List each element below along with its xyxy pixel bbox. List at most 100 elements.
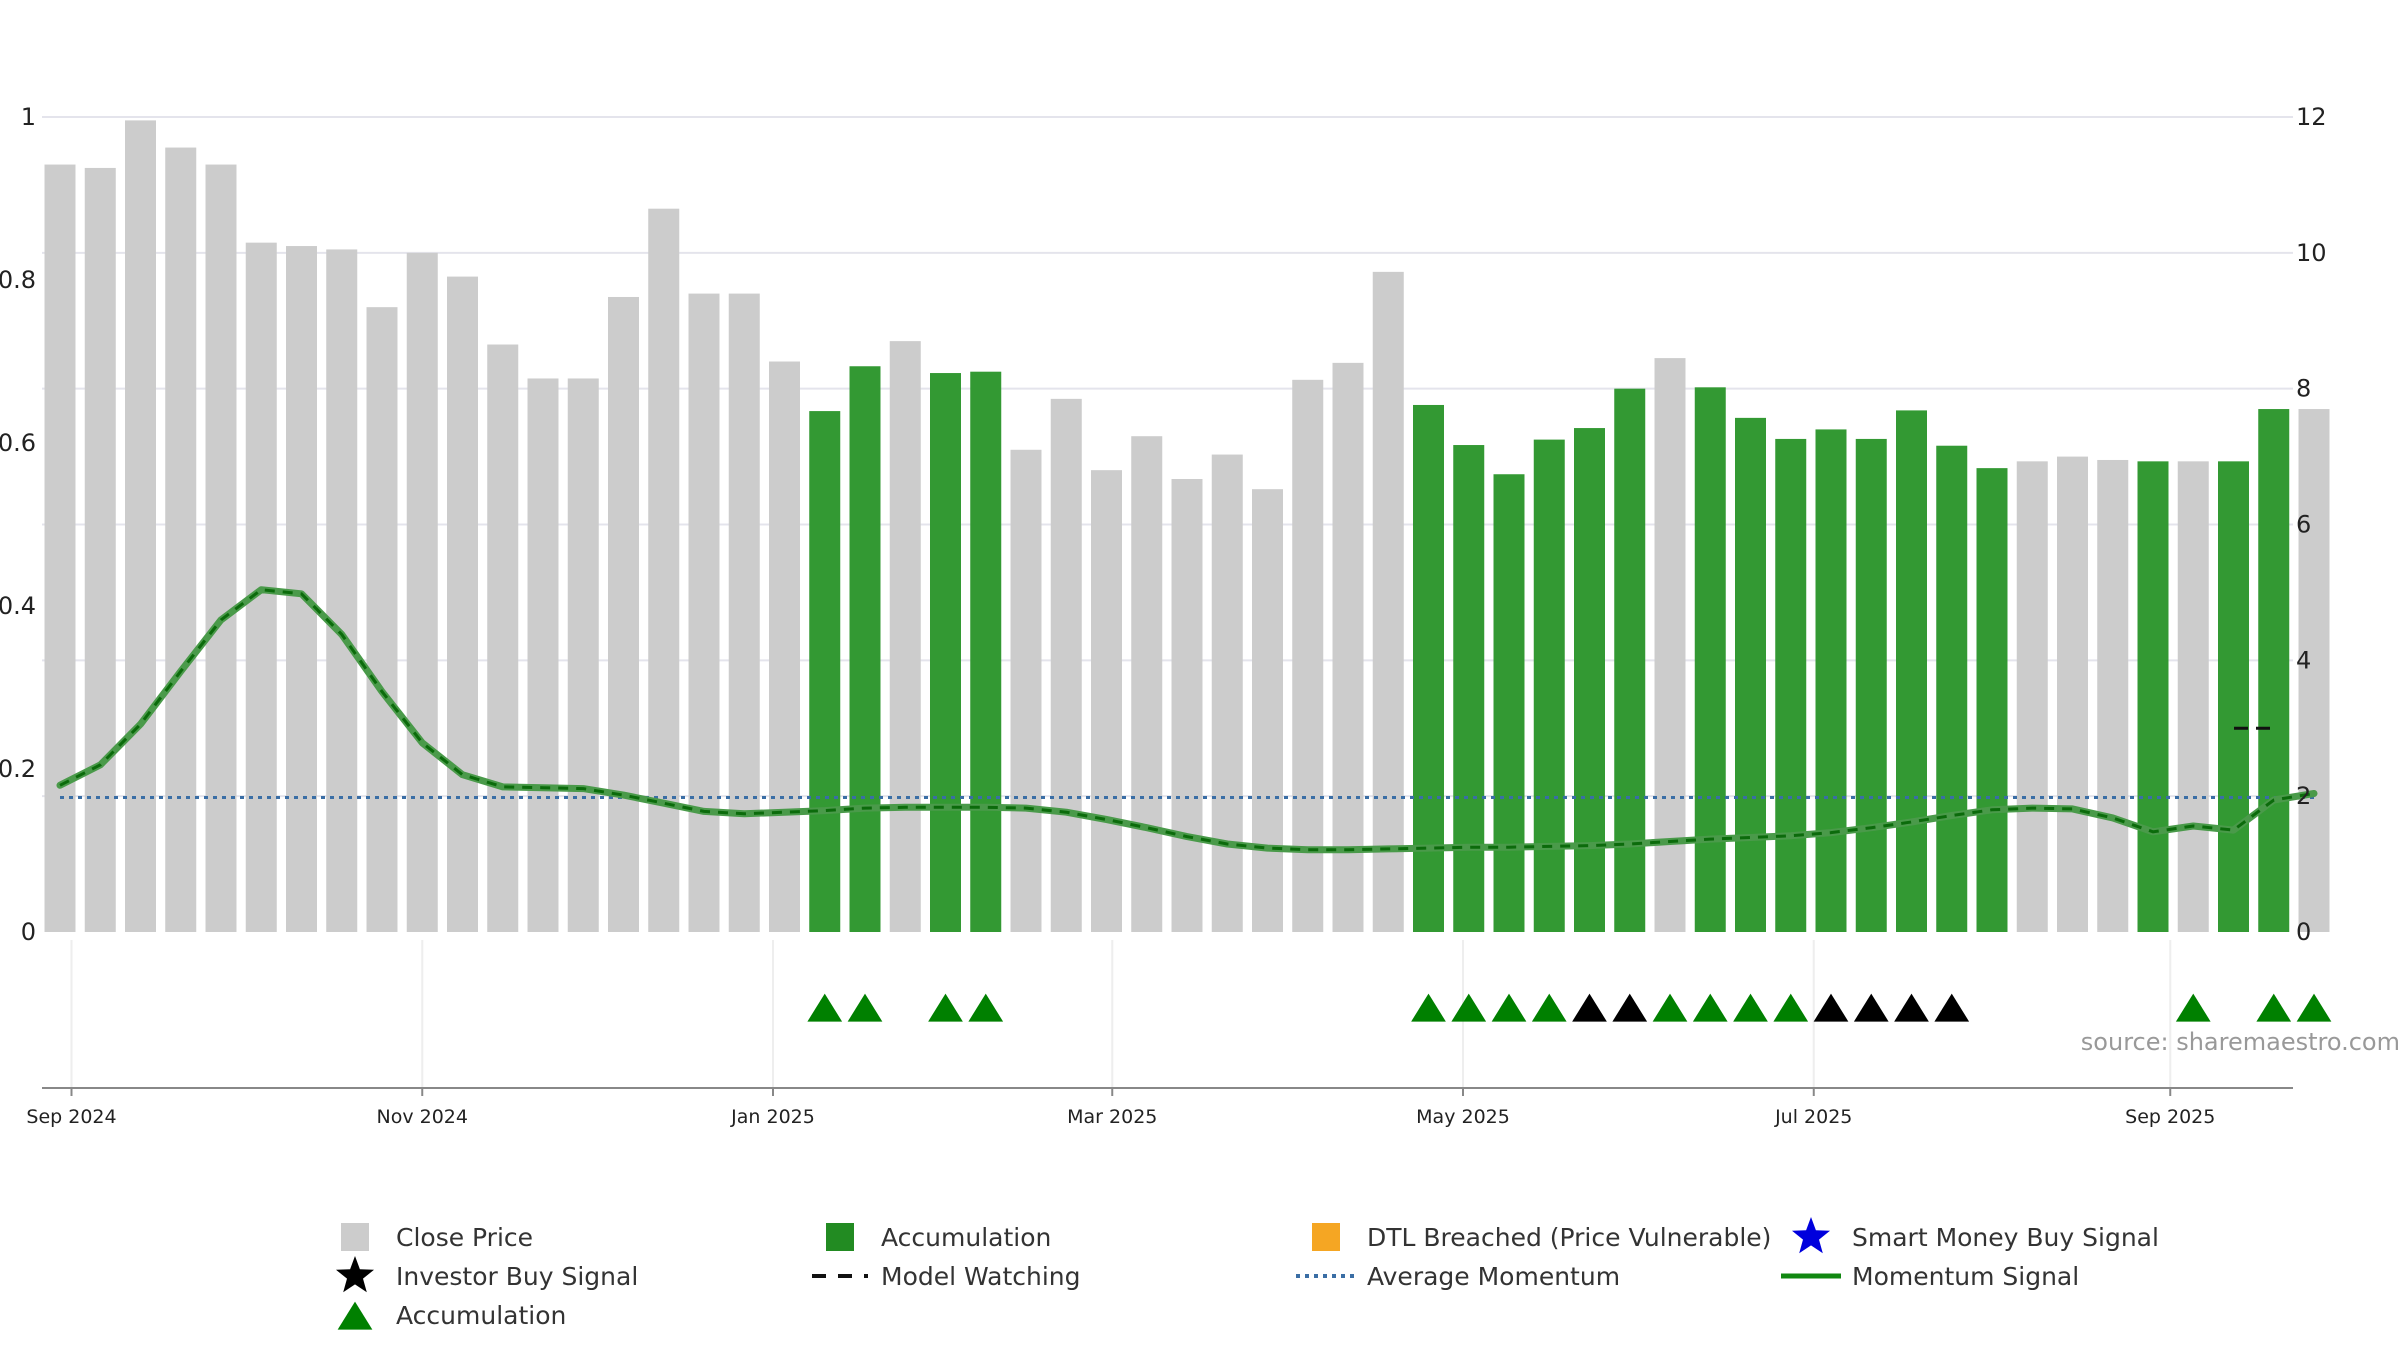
orange-square-icon <box>1312 1223 1340 1251</box>
close-price-bar <box>889 341 921 932</box>
close-price-bar <box>769 361 800 932</box>
close-price-bar <box>326 249 358 932</box>
close-price-bar <box>1252 489 1283 932</box>
left-axis-tick-label: 0.6 <box>0 429 36 457</box>
black-star-icon <box>336 1256 374 1293</box>
accumulation-marker <box>1491 993 1527 1022</box>
right-axis-tick-label: 12 <box>2296 103 2327 131</box>
close-price-bar <box>2298 409 2330 933</box>
accumulation-bar <box>930 373 961 932</box>
close-price-bar <box>165 147 197 932</box>
right-axis-tick-label: 4 <box>2296 646 2311 674</box>
x-tick-label: Mar 2025 <box>1067 1106 1157 1128</box>
close-price-bar <box>286 246 317 932</box>
source-label: source: sharemaestro.com <box>2081 1028 2400 1056</box>
accumulation-bar <box>1976 468 2008 932</box>
left-axis-tick-label: 1 <box>21 103 36 131</box>
legend-item: Model Watching <box>812 1262 1081 1291</box>
green-square-icon <box>826 1223 854 1251</box>
close-price-bar <box>366 307 398 933</box>
close-price-bar <box>2016 461 2048 932</box>
x-tick-label: Jan 2025 <box>730 1106 815 1128</box>
accumulation-marker <box>1773 993 1809 1022</box>
legend: Close Price Accumulation DTL Breached (Pri… <box>336 1217 2159 1330</box>
legend-label: Investor Buy Signal <box>396 1262 638 1291</box>
close-price-bar <box>2097 459 2129 932</box>
investor-buy-marker <box>1572 993 1607 1022</box>
legend-label: Momentum Signal <box>1852 1262 2079 1291</box>
accumulation-bar <box>2218 461 2249 932</box>
close-price-bar <box>205 164 237 932</box>
close-price-bar <box>1292 379 1324 932</box>
accumulation-bar <box>1533 439 1565 932</box>
accumulation-marker <box>1531 993 1567 1022</box>
close-price-bar <box>1372 271 1404 933</box>
momentum-lines <box>56 586 2318 854</box>
close-price-bar <box>1171 478 1203 932</box>
accumulation-marker <box>1733 993 1768 1022</box>
left-axis-tick-label: 0.4 <box>0 592 36 620</box>
close-price-bar <box>2057 456 2088 932</box>
x-tick-label: May 2025 <box>1416 1106 1510 1128</box>
accumulation-marker <box>968 993 1004 1022</box>
investor-buy-marker <box>1813 993 1849 1022</box>
close-price-bar <box>1131 436 1163 932</box>
investor-buy-marker <box>1612 993 1648 1022</box>
accumulation-bar <box>1815 429 1847 932</box>
legend-item: Investor Buy Signal <box>336 1256 638 1293</box>
accumulation-marker <box>807 993 843 1022</box>
right-axis-tick-label: 6 <box>2296 511 2311 539</box>
accumulation-marker <box>928 993 963 1022</box>
left-axis-tick-label: 0.2 <box>0 755 36 783</box>
accumulation-bar <box>1855 438 1887 932</box>
legend-item: Smart Money Buy Signal <box>1792 1217 2159 1254</box>
accumulation-bar <box>849 366 881 933</box>
legend-item: Average Momentum <box>1296 1262 1620 1291</box>
x-tick-label: Sep 2025 <box>2125 1106 2215 1128</box>
x-tick-label: Jul 2025 <box>1774 1106 1852 1128</box>
accumulation-bar <box>2137 461 2169 932</box>
right-axis-tick-label: 8 <box>2296 375 2311 403</box>
accumulation-bar <box>1694 387 1726 932</box>
close-price-bar <box>728 293 760 932</box>
close-price-bar <box>1050 398 1082 933</box>
blue-star-icon <box>1792 1217 1830 1254</box>
legend-item: Momentum Signal <box>1781 1262 2079 1291</box>
close-price-bar <box>447 276 478 933</box>
accumulation-bar <box>1896 410 1927 932</box>
close-price-bar <box>2177 461 2209 932</box>
accumulation-bar <box>1453 445 1485 932</box>
accumulation-marker <box>1451 993 1487 1022</box>
close-price-bar <box>1091 470 1122 932</box>
legend-label: Close Price <box>396 1223 533 1252</box>
close-price-bar <box>1211 454 1243 932</box>
accumulation-bar <box>1614 388 1646 933</box>
left-axis-tick-label: 0 <box>21 918 36 946</box>
accumulation-bar <box>1493 474 1525 932</box>
accumulation-marker <box>2296 993 2332 1022</box>
legend-label: Accumulation <box>881 1223 1051 1252</box>
left-axis-tick-label: 0.8 <box>0 266 36 294</box>
close-price-bar <box>44 164 76 932</box>
legend-label: Smart Money Buy Signal <box>1852 1223 2159 1252</box>
right-axis-tick-label: 0 <box>2296 918 2311 946</box>
right-axis-tick-label: 2 <box>2296 782 2311 810</box>
legend-label: Model Watching <box>881 1262 1081 1291</box>
x-tick-label: Nov 2024 <box>377 1106 468 1128</box>
legend-item: Close Price <box>341 1223 533 1252</box>
investor-buy-marker <box>1934 993 1970 1022</box>
investor-buy-marker <box>1894 993 1929 1022</box>
legend-label: Accumulation <box>396 1301 566 1330</box>
close-price-bar <box>527 378 559 933</box>
investor-buy-marker <box>1853 993 1889 1022</box>
accumulation-bar <box>809 411 841 932</box>
close-price-bar <box>648 208 680 932</box>
green-triangle-icon <box>337 1301 373 1330</box>
accumulation-marker <box>2175 993 2211 1022</box>
close-price-bar <box>567 378 599 933</box>
legend-label: Average Momentum <box>1367 1262 1620 1291</box>
grey-square-icon <box>341 1223 369 1251</box>
momentum-signal-overlay <box>59 588 2315 852</box>
